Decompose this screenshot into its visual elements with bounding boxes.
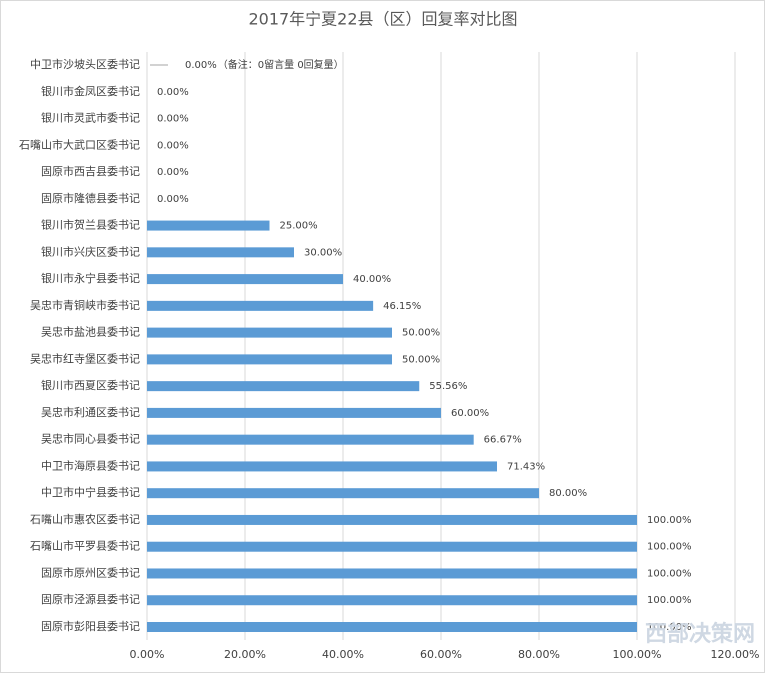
- value-label: 0.00%: [185, 60, 217, 71]
- bar: [147, 407, 441, 418]
- category-label: 吴忠市红寺堡区委书记: [30, 351, 140, 365]
- value-label: 0.00%: [157, 87, 189, 98]
- category-label: 中卫市沙坡头区委书记: [30, 57, 140, 71]
- value-label: 50.00%: [402, 354, 440, 365]
- x-tick-label: 40.00%: [322, 648, 364, 661]
- category-label: 吴忠市盐池县委书记: [41, 325, 140, 339]
- category-label: 银川市兴庆区委书记: [41, 244, 140, 258]
- category-label: 银川市灵武市委书记: [41, 111, 140, 125]
- value-label: 66.67%: [484, 435, 522, 446]
- x-tick-label: 0.00%: [130, 648, 165, 661]
- value-label: 100.00%: [647, 542, 692, 553]
- value-label: 40.00%: [353, 274, 391, 285]
- category-label: 银川市金凤区委书记: [41, 84, 140, 98]
- category-label: 吴忠市青铜峡市委书记: [30, 298, 140, 312]
- category-label: 固原市泾源县委书记: [41, 592, 140, 606]
- value-label: 0.00%: [157, 140, 189, 151]
- value-label: 0.00%: [157, 114, 189, 125]
- value-label: 25.00%: [280, 221, 318, 232]
- value-label: 55.56%: [429, 381, 467, 392]
- category-label: 银川市西夏区委书记: [41, 378, 140, 392]
- value-label: 80.00%: [549, 488, 587, 499]
- chart-title: 2017年宁夏22县（区）回复率对比图: [248, 10, 517, 29]
- bar: [147, 274, 343, 285]
- category-label: 固原市隆德县委书记: [41, 191, 140, 205]
- category-label: 银川市永宁县委书记: [41, 271, 140, 285]
- value-label: 30.00%: [304, 247, 342, 258]
- category-label: 石嘴山市平罗县委书记: [30, 539, 140, 553]
- bar: [147, 568, 637, 579]
- bar: [147, 514, 637, 525]
- value-label: 46.15%: [383, 301, 421, 312]
- category-label: 石嘴山市大武口区委书记: [19, 137, 140, 151]
- bar: [147, 247, 294, 258]
- bar: [147, 434, 474, 445]
- category-label: 固原市原州区委书记: [41, 565, 140, 579]
- category-label: 石嘴山市惠农区委书记: [30, 512, 140, 526]
- value-label: 0.00%: [157, 194, 189, 205]
- value-label: 100.00%: [647, 595, 692, 606]
- category-label: 银川市贺兰县委书记: [41, 218, 140, 232]
- value-label: 71.43%: [507, 461, 545, 472]
- category-label: 吴忠市同心县委书记: [41, 432, 140, 446]
- category-label: 吴忠市利通区委书记: [41, 405, 140, 419]
- watermark: 西部决策网: [645, 621, 755, 647]
- category-label: 固原市西吉县委书记: [41, 164, 140, 178]
- category-label: 中卫市中宁县委书记: [41, 485, 140, 499]
- value-label: 100.00%: [647, 568, 692, 579]
- x-tick-label: 20.00%: [224, 648, 266, 661]
- value-label: 100.00%: [647, 622, 692, 633]
- x-tick-label: 60.00%: [420, 648, 462, 661]
- annotation: （备注：0留言量 0回复量）: [218, 58, 344, 71]
- x-tick-label: 120.00%: [711, 648, 760, 661]
- x-tick-label: 100.00%: [613, 648, 662, 661]
- bar: [147, 220, 270, 231]
- value-label: 0.00%: [157, 167, 189, 178]
- bar: [147, 381, 420, 392]
- value-label: 60.00%: [451, 408, 489, 419]
- bar: [147, 541, 637, 552]
- bar: [147, 354, 392, 365]
- category-label: 中卫市海原县委书记: [41, 458, 140, 472]
- bar: [147, 622, 637, 632]
- x-tick-label: 80.00%: [518, 648, 560, 661]
- value-label: 100.00%: [647, 515, 692, 526]
- bar: [147, 300, 374, 311]
- category-label: 固原市彭阳县委书记: [41, 619, 140, 633]
- value-label: 50.00%: [402, 328, 440, 339]
- bar: [147, 595, 637, 606]
- bar: [147, 488, 539, 499]
- bar: [147, 327, 392, 338]
- bar: [147, 461, 498, 472]
